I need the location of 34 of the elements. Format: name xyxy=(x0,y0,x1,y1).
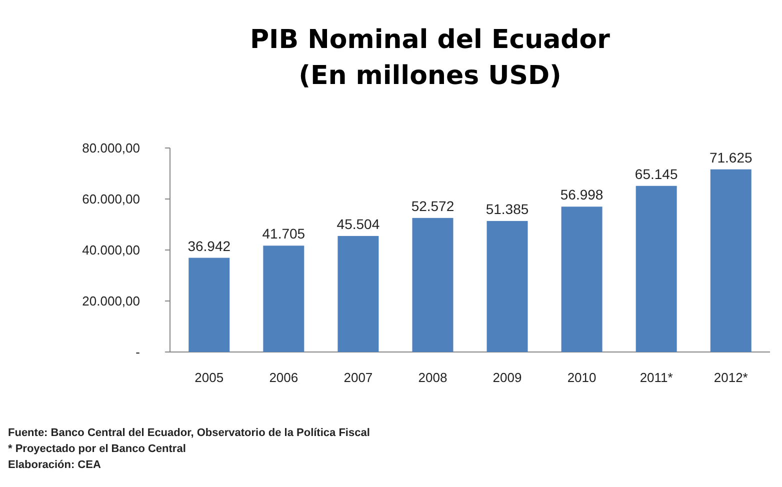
x-tick-label: 2008 xyxy=(418,370,448,385)
chart-subtitle: (En millones USD) xyxy=(298,61,562,91)
bar xyxy=(412,218,454,352)
bar xyxy=(710,169,752,352)
data-label: 65.145 xyxy=(634,166,678,182)
data-label: 36.942 xyxy=(188,238,231,254)
data-label: 41.705 xyxy=(262,226,306,242)
bar xyxy=(338,236,379,352)
x-tick-label: 2007 xyxy=(344,370,373,385)
x-tick-label: 2012* xyxy=(714,370,748,385)
bar xyxy=(636,186,677,352)
y-tick-label: 40.000,00 xyxy=(82,242,140,258)
x-tick-label: 2009 xyxy=(492,370,522,385)
text: * Proyectado por el Banco Central xyxy=(8,443,186,455)
text: Elaboración: CEA xyxy=(8,459,101,471)
y-tick-label: 80.000,00 xyxy=(82,140,140,156)
x-tick-label: 2006 xyxy=(269,370,298,385)
data-label: 51.385 xyxy=(486,200,529,217)
x-tick-label: 2010 xyxy=(567,370,596,385)
data-label: 56.998 xyxy=(560,186,604,203)
data-label: 45.504 xyxy=(336,216,380,232)
y-tick-label: 20.000,00 xyxy=(82,294,140,309)
bar xyxy=(263,246,304,352)
data-label: 52.572 xyxy=(411,198,454,214)
y-tick-label: - xyxy=(136,344,140,360)
y-tick-label: 60.000,00 xyxy=(82,192,140,207)
bar xyxy=(486,220,528,352)
data-label: 71.625 xyxy=(709,149,752,166)
source-note: Fuente: Banco Central del Ecuador, Observatorio de la Política Fiscal xyxy=(8,427,370,439)
x-tick-label: 2005 xyxy=(194,370,224,385)
bar xyxy=(188,258,230,352)
chart-title: PIB Nominal del Ecuador xyxy=(250,25,610,55)
bar xyxy=(561,206,602,352)
x-tick-label: 2011* xyxy=(640,370,673,385)
